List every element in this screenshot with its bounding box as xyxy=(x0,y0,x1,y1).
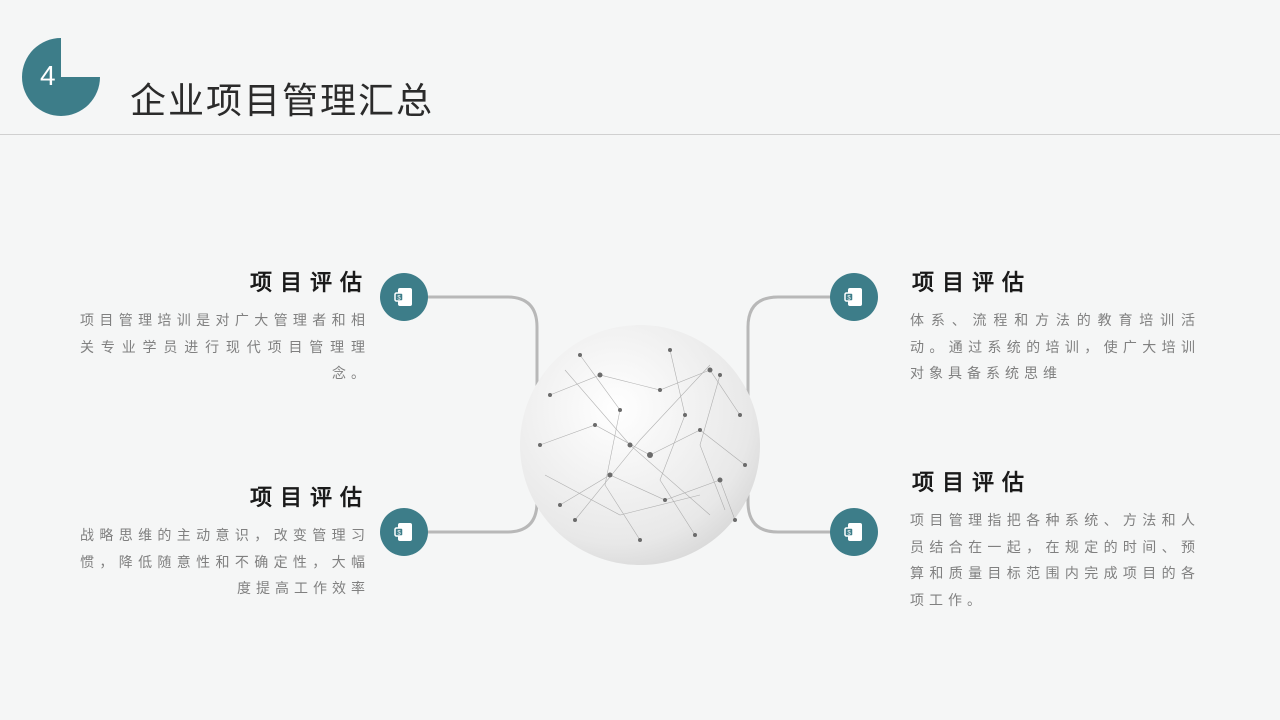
document-icon: $ xyxy=(830,508,878,556)
section-badge: 4 xyxy=(22,38,100,116)
document-icon: $ xyxy=(380,508,428,556)
block-title: 项目评估 xyxy=(910,465,1200,497)
block-title: 项目评估 xyxy=(80,480,370,512)
block-top-right: 项目评估 体系、流程和方法的教育培训活动。通过系统的培训，使广大培训对象具备系统… xyxy=(910,265,1200,389)
document-icon: $ xyxy=(380,273,428,321)
block-body: 体系、流程和方法的教育培训活动。通过系统的培训，使广大培训对象具备系统思维 xyxy=(910,309,1200,389)
section-number: 4 xyxy=(40,60,56,92)
block-body: 战略思维的主动意识，改变管理习惯，降低随意性和不确定性，大幅度提高工作效率 xyxy=(80,524,370,604)
slide-title: 企业项目管理汇总 xyxy=(130,72,434,124)
slide-header: 4 企业项目管理汇总 xyxy=(0,0,1280,135)
document-icon: $ xyxy=(830,273,878,321)
block-body: 项目管理指把各种系统、方法和人员结合在一起，在规定的时间、预算和质量目标范围内完… xyxy=(910,509,1200,615)
block-title: 项目评估 xyxy=(910,265,1200,297)
globe-graphic xyxy=(510,315,770,575)
slide-content: $ $ $ $ 项目评估 项目管理培训是对广大管理者和相关专业学员进行现代项目管… xyxy=(0,135,1280,720)
block-bottom-right: 项目评估 项目管理指把各种系统、方法和人员结合在一起，在规定的时间、预算和质量目… xyxy=(910,465,1200,615)
block-bottom-left: 项目评估 战略思维的主动意识，改变管理习惯，降低随意性和不确定性，大幅度提高工作… xyxy=(80,480,370,604)
block-title: 项目评估 xyxy=(80,265,370,297)
block-top-left: 项目评估 项目管理培训是对广大管理者和相关专业学员进行现代项目管理理念。 xyxy=(80,265,370,389)
block-body: 项目管理培训是对广大管理者和相关专业学员进行现代项目管理理念。 xyxy=(80,309,370,389)
